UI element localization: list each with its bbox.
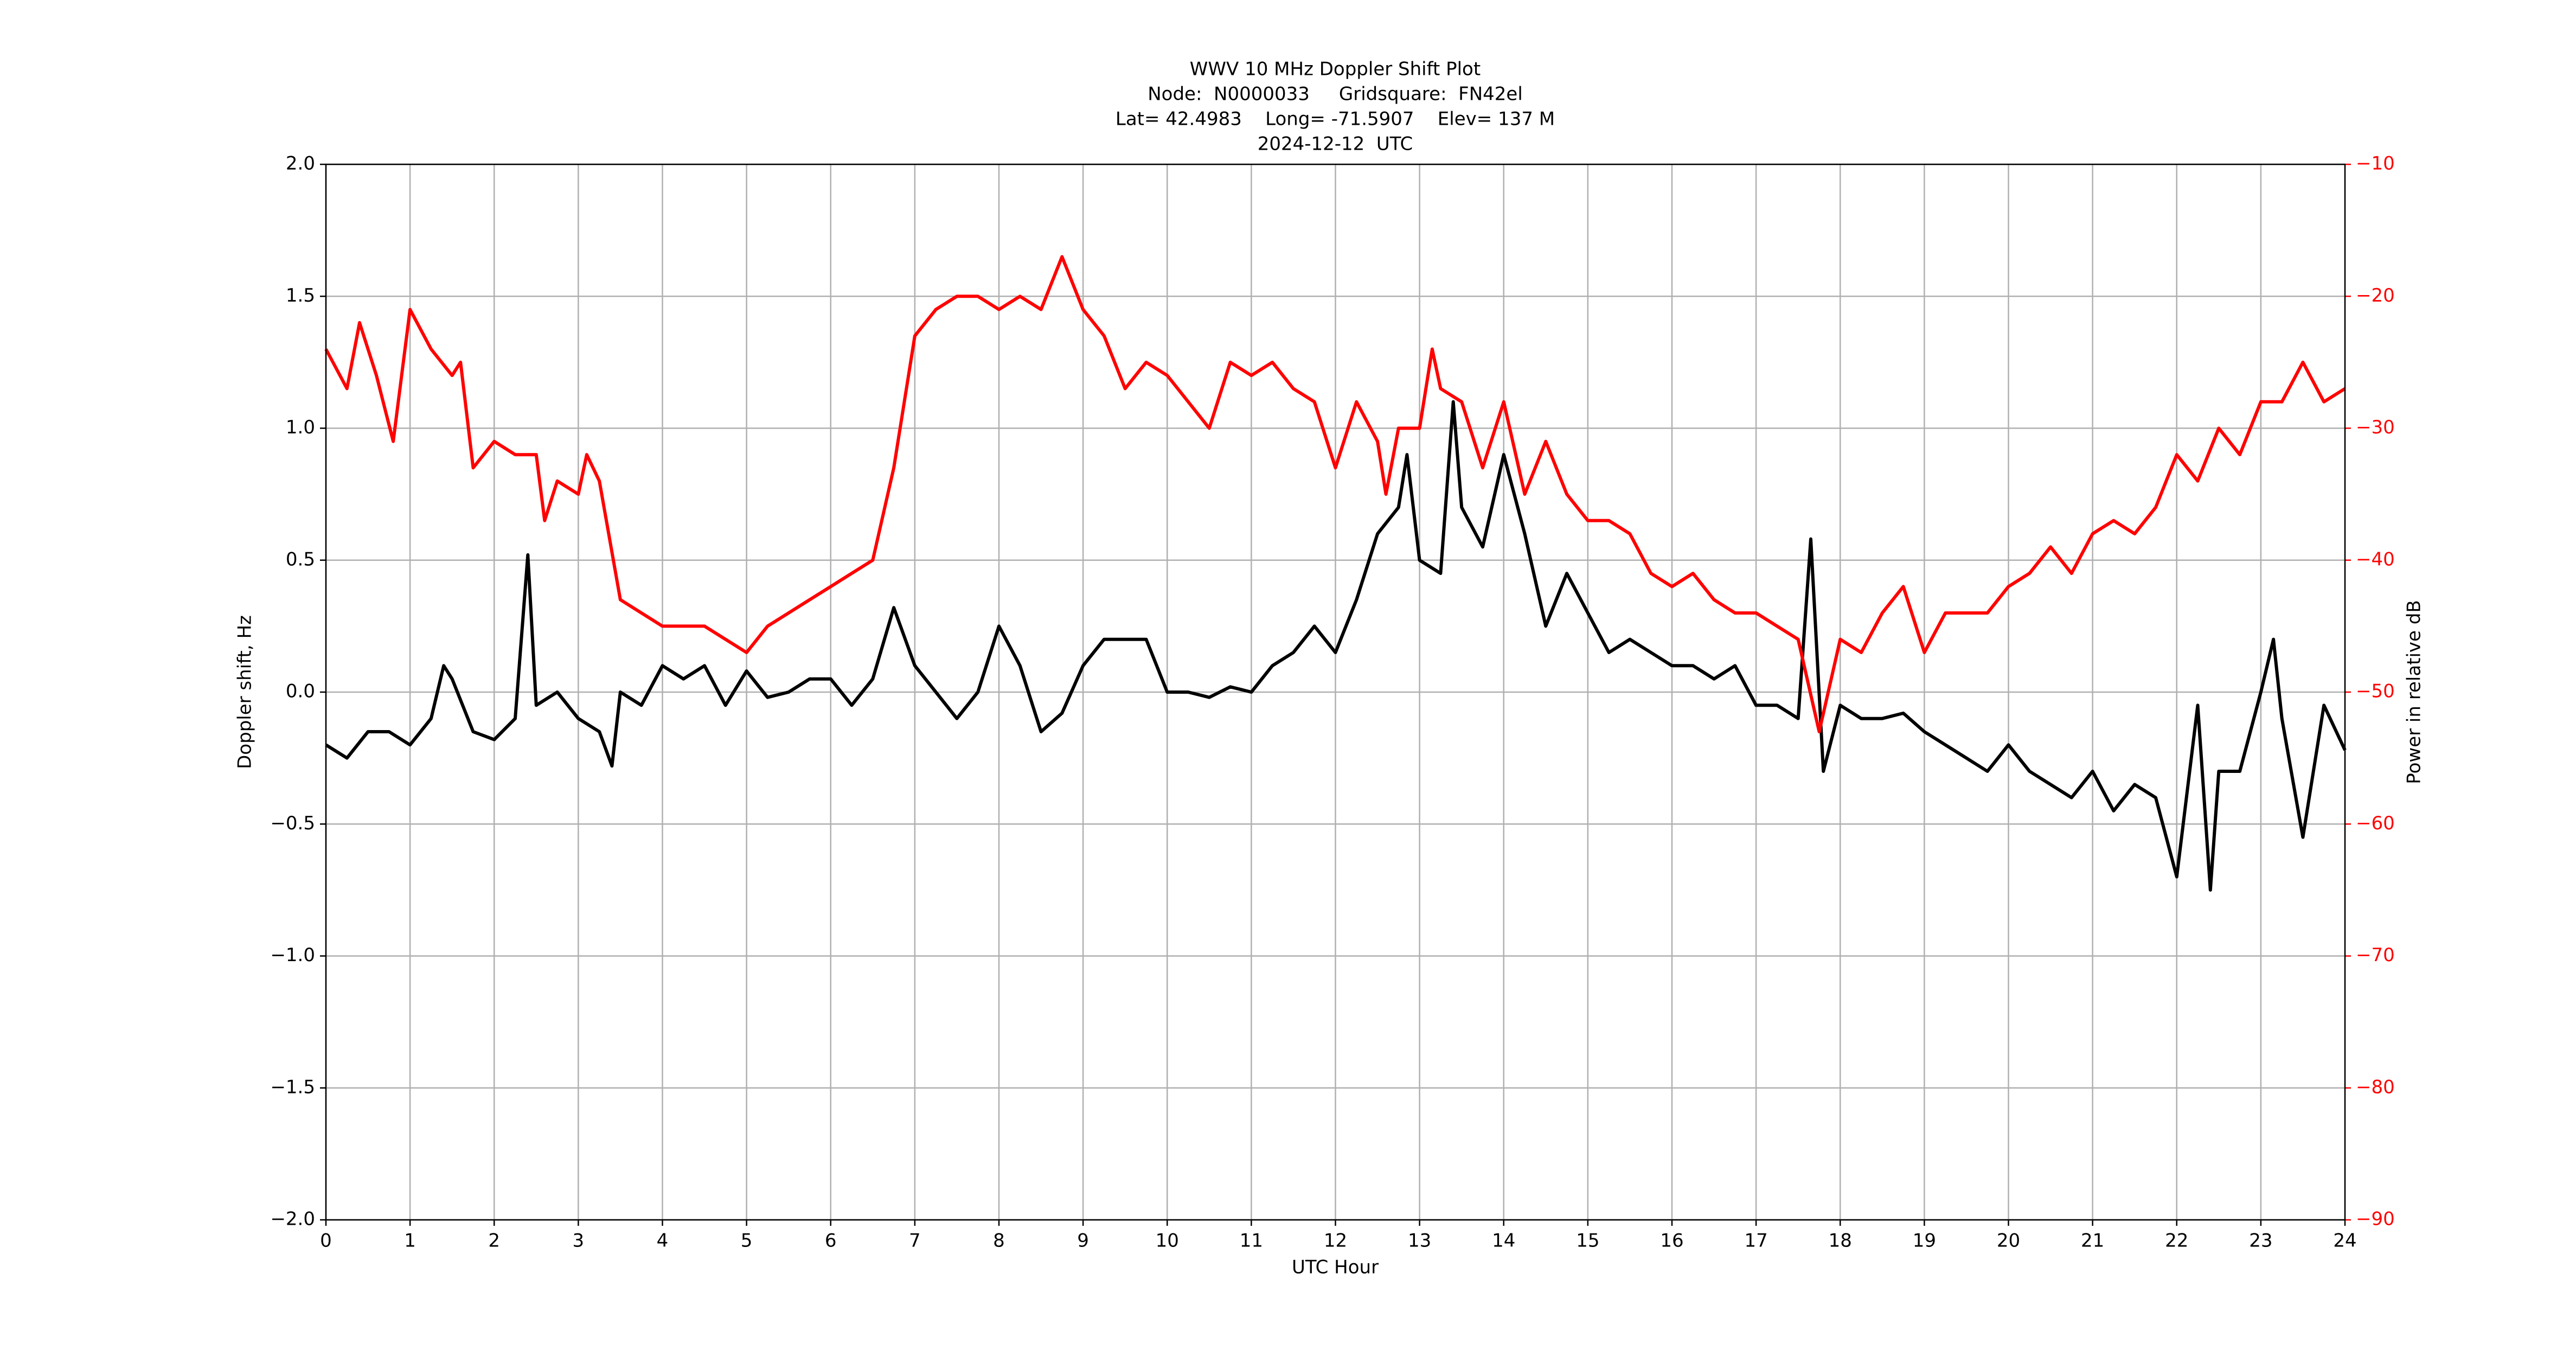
chart-title: 2024-12-12 UTC [1258, 133, 1413, 155]
x-tick-label: 14 [1492, 1230, 1515, 1252]
x-tick-label: 3 [573, 1230, 585, 1252]
y-tick-label: 1.5 [286, 285, 315, 306]
x-tick-label: 10 [1156, 1230, 1179, 1252]
y-tick-label: 0.0 [286, 681, 315, 702]
data-line [325, 400, 2347, 892]
y2-tick-label: −50 [2356, 681, 2395, 702]
x-tick-label: 12 [1324, 1230, 1347, 1252]
y2-tick-label: −40 [2356, 548, 2395, 570]
x-tick-label: 4 [657, 1230, 669, 1252]
x-tick-label: 21 [2081, 1230, 2104, 1252]
x-tick-label: 2 [488, 1230, 500, 1252]
y-tick-label: 0.5 [286, 548, 315, 570]
x-axis-label: UTC Hour [1292, 1257, 1379, 1278]
x-tick-label: 22 [2165, 1230, 2188, 1252]
x-tick-label: 16 [1660, 1230, 1683, 1252]
y2-tick-label: −20 [2356, 285, 2395, 306]
y-tick-label: −1.5 [270, 1076, 315, 1098]
x-tick-label: 24 [2333, 1230, 2356, 1252]
x-tick-label: 18 [1829, 1230, 1852, 1252]
x-tick-label: 20 [1997, 1230, 2020, 1252]
chart-title: Lat= 42.4983 Long= -71.5907 Elev= 137 M [1116, 108, 1555, 130]
y2-axis-label: Power in relative dB [2404, 600, 2425, 784]
y2-tick-label: −60 [2356, 813, 2395, 834]
x-tick-label: 5 [741, 1230, 753, 1252]
x-tick-label: 1 [404, 1230, 416, 1252]
x-tick-label: 8 [993, 1230, 1005, 1252]
y-tick-label: 2.0 [286, 153, 315, 175]
x-tick-label: 13 [1408, 1230, 1431, 1252]
x-tick-label: 11 [1240, 1230, 1263, 1252]
y-axis-label: Doppler shift, Hz [234, 615, 256, 769]
x-tick-label: 0 [320, 1230, 332, 1252]
y-tick-label: −1.0 [270, 944, 315, 966]
y-tick-label: −0.5 [270, 813, 315, 834]
y2-tick-label: −30 [2356, 417, 2395, 438]
y2-tick-label: −10 [2356, 153, 2395, 175]
x-tick-label: 23 [2249, 1230, 2272, 1252]
y-tick-label: 1.0 [286, 417, 315, 438]
y2-tick-label: −70 [2356, 944, 2395, 966]
y2-tick-label: −90 [2356, 1208, 2395, 1230]
y2-tick-label: −80 [2356, 1076, 2395, 1098]
chart-title: WWV 10 MHz Doppler Shift Plot [1190, 59, 1481, 80]
x-tick-label: 6 [825, 1230, 837, 1252]
data-line [324, 255, 2346, 733]
y-tick-label: −2.0 [270, 1208, 315, 1230]
plot-frame [325, 163, 2346, 1221]
x-tick-label: 19 [1913, 1230, 1936, 1252]
x-tick-label: 7 [909, 1230, 921, 1252]
x-tick-label: 15 [1576, 1230, 1599, 1252]
x-tick-label: 9 [1077, 1230, 1089, 1252]
x-tick-label: 17 [1744, 1230, 1767, 1252]
chart-title: Node: N0000033 Gridsquare: FN42el [1148, 84, 1523, 105]
